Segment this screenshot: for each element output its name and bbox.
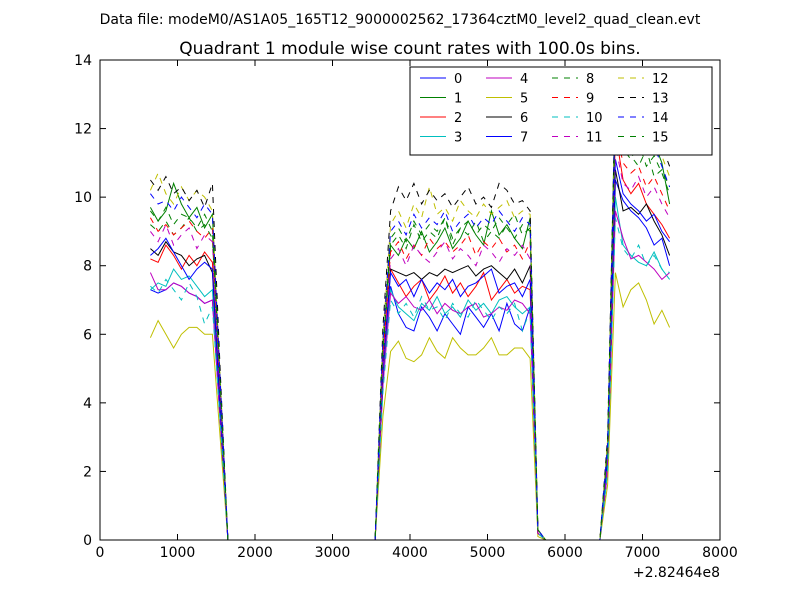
legend-label-11: 11 [586, 131, 603, 146]
x-tick-label: 6000 [547, 545, 583, 561]
legend-label-5: 5 [520, 92, 528, 107]
legend-label-9: 9 [586, 92, 594, 107]
y-tick-label: 2 [83, 464, 92, 480]
series-line-10 [150, 217, 670, 540]
legend-label-2: 2 [454, 111, 462, 126]
series-line-11 [149, 145, 671, 540]
series-line-8 [150, 107, 671, 540]
series-line-14 [149, 100, 671, 540]
series-line-12 [149, 97, 671, 540]
y-tick-label: 8 [83, 259, 92, 275]
series-lines [149, 80, 671, 540]
legend-frame [409, 66, 713, 156]
series-line-15 [150, 118, 671, 540]
chart-title: Quadrant 1 module wise count rates with … [179, 39, 640, 59]
plot-area: 0 1000 2000 3000 4000 5000 6000 7000 8000 0 2 4 6 8 1… [74, 53, 738, 581]
series-line-9 [149, 128, 671, 540]
y-tick-label: 12 [74, 122, 92, 138]
data-file-title: Data file: modeM0/AS1A05_165T12_90000025… [100, 12, 701, 28]
x-tick-label: 0 [96, 545, 105, 561]
x-tick-label: 1000 [160, 545, 196, 561]
series-line-0 [150, 179, 671, 540]
x-offset-label: +2.82464e8 [633, 565, 720, 581]
legend-label-1: 1 [454, 92, 462, 107]
x-tick-label: 4000 [392, 545, 428, 561]
legend-label-3: 3 [454, 131, 462, 146]
legend-label-14: 14 [652, 111, 669, 126]
series-line-4 [149, 210, 670, 540]
series-line-3 [150, 197, 671, 540]
y-tick-label: 0 [83, 533, 92, 549]
legend-label-0: 0 [454, 72, 462, 87]
series-line-2 [150, 131, 671, 540]
series-line-7 [150, 159, 671, 540]
x-tick-label: 5000 [470, 545, 506, 561]
legend-label-6: 6 [520, 111, 528, 126]
series-line-1 [149, 80, 671, 540]
y-tick-label: 4 [83, 396, 92, 412]
y-tick-label: 6 [83, 327, 92, 343]
series-line-6 [150, 169, 671, 540]
x-tick-label: 2000 [237, 545, 273, 561]
series-line-5 [149, 272, 671, 540]
legend-label-4: 4 [520, 72, 528, 87]
x-tick-label: 8000 [702, 545, 738, 561]
legend-label-15: 15 [652, 131, 669, 146]
legend-label-8: 8 [586, 72, 594, 87]
y-tick-label: 10 [74, 190, 92, 206]
legend-label-10: 10 [586, 111, 603, 126]
legend-label-13: 13 [652, 92, 669, 107]
legend-label-7: 7 [520, 131, 528, 146]
x-axis: 0 1000 2000 3000 4000 5000 6000 7000 8000 [96, 60, 738, 561]
x-tick-label: 7000 [625, 545, 661, 561]
y-tick-label: 14 [74, 53, 92, 69]
x-tick-label: 3000 [315, 545, 351, 561]
legend-label-12: 12 [652, 72, 669, 87]
